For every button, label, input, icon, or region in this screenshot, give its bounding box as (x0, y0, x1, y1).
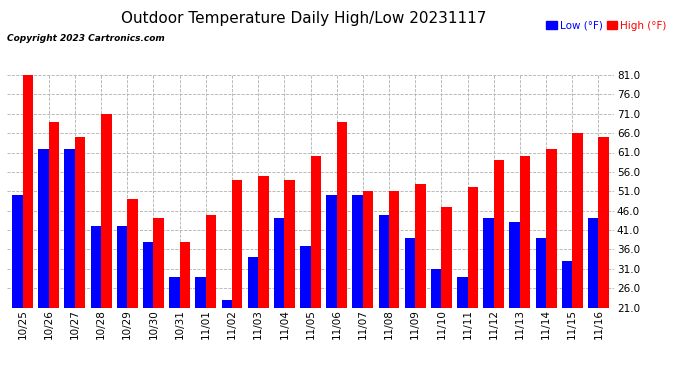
Bar (300, 246, 310, 375)
Bar (274, 218, 284, 375)
Bar (598, 137, 609, 375)
Bar (337, 122, 347, 375)
Bar (535, 238, 546, 375)
Bar (90, 226, 101, 375)
Bar (379, 214, 389, 375)
Bar (363, 191, 373, 375)
Legend: Low (°F), High (°F): Low (°F), High (°F) (542, 16, 671, 35)
Bar (195, 276, 206, 375)
Bar (248, 257, 258, 375)
Bar (23, 71, 33, 375)
Bar (117, 226, 127, 375)
Bar (284, 180, 295, 375)
Bar (572, 133, 582, 375)
Text: Copyright 2023 Cartronics.com: Copyright 2023 Cartronics.com (7, 34, 165, 43)
Bar (353, 195, 363, 375)
Bar (232, 180, 242, 375)
Text: Outdoor Temperature Daily High/Low 20231117: Outdoor Temperature Daily High/Low 20231… (121, 11, 486, 26)
Bar (442, 207, 452, 375)
Bar (562, 261, 572, 375)
Bar (326, 195, 337, 375)
Bar (75, 137, 86, 375)
Bar (169, 276, 179, 375)
Bar (431, 269, 442, 375)
Bar (101, 114, 112, 375)
Bar (153, 218, 164, 375)
Bar (39, 148, 49, 375)
Bar (206, 214, 216, 375)
Bar (12, 195, 23, 375)
Bar (494, 160, 504, 375)
Bar (64, 148, 75, 375)
Bar (143, 242, 153, 375)
Bar (49, 122, 59, 375)
Bar (588, 218, 598, 375)
Bar (457, 276, 468, 375)
Bar (389, 191, 400, 375)
Bar (179, 242, 190, 375)
Bar (415, 183, 426, 375)
Bar (520, 156, 531, 375)
Bar (468, 188, 478, 375)
Bar (405, 238, 415, 375)
Bar (258, 176, 268, 375)
Bar (509, 222, 520, 375)
Bar (127, 199, 138, 375)
Bar (310, 156, 321, 375)
Bar (546, 148, 557, 375)
Bar (221, 300, 232, 375)
Bar (483, 218, 494, 375)
